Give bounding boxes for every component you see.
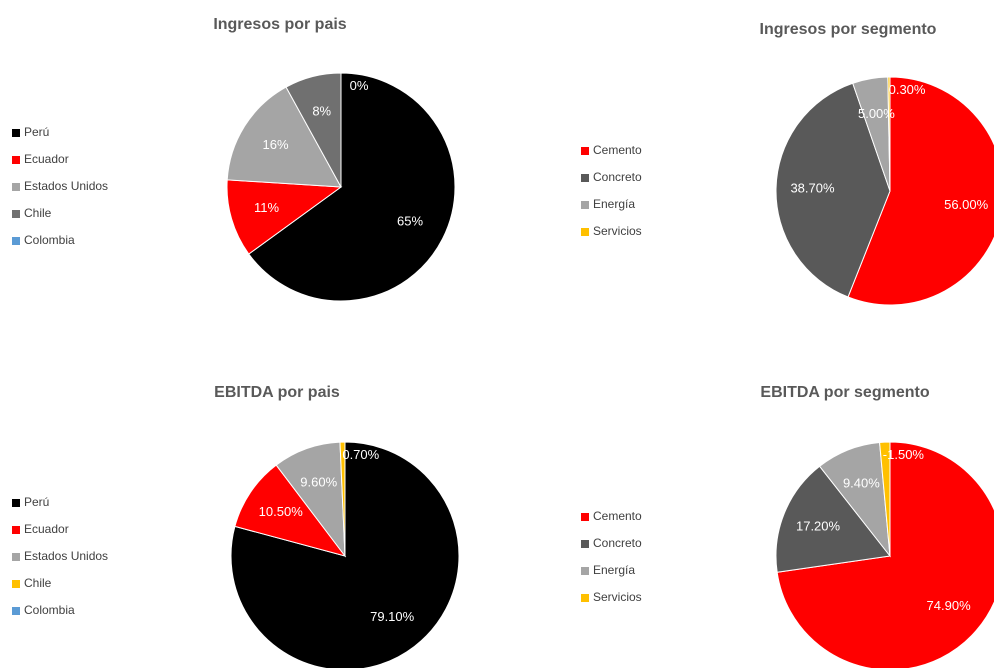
pie-slice [847,76,994,306]
data-label: 9.60% [300,475,337,490]
pie-slice [879,441,891,557]
pie-slice [226,86,342,188]
legend-label: Estados Unidos [24,549,108,563]
legend-label: Servicios [593,590,642,604]
data-label: 74.90% [927,598,972,613]
legend-label: Ecuador [24,152,69,166]
pie-slice [775,82,891,298]
pie-slice [248,72,456,302]
chart-title: EBITDA por segmento [760,384,929,401]
legend-swatch [12,129,20,137]
legend-label: Cemento [593,509,642,523]
pie-slice [234,464,347,557]
legend-swatch [581,147,589,155]
pie-slice [887,76,891,192]
legend-swatch [12,210,20,218]
legend-label: Energía [593,197,635,211]
legend-label: Cemento [593,143,642,157]
legend-swatch [12,553,20,561]
legend-swatch [12,183,20,191]
legend-swatch [12,607,20,615]
legend-label: Estados Unidos [24,179,108,193]
legend-swatch [581,513,589,521]
legend-label: Concreto [593,536,642,550]
data-label: 0.30% [889,82,926,97]
data-label: 9.40% [843,475,880,490]
legend-swatch [581,567,589,575]
data-label: 38.70% [790,181,835,196]
legend-label: Colombia [24,233,75,247]
data-label: 5.00% [858,106,895,121]
pie-slice [285,72,342,188]
legend-label: Ecuador [24,522,69,536]
data-label: 0% [350,78,369,93]
pie-slice [775,465,891,573]
legend-swatch [581,201,589,209]
data-label: 11% [254,200,279,215]
chart-title: Ingresos por segmento [760,21,937,38]
pie-slice [776,441,994,668]
data-label: 79.10% [370,609,415,624]
legend-swatch [581,594,589,602]
legend-swatch [12,526,20,534]
chart-title: EBITDA por pais [214,384,340,401]
data-label: -1.50% [883,447,925,462]
data-label: 0.70% [342,447,379,462]
chart-title: Ingresos por pais [213,16,346,33]
legend-label: Concreto [593,170,642,184]
legend-swatch [581,174,589,182]
legend-label: Energía [593,563,635,577]
data-label: 16% [263,137,289,152]
data-label: 10.50% [259,504,304,519]
legend-swatch [581,228,589,236]
data-label: 17.20% [796,519,841,534]
legend-swatch [581,540,589,548]
pie-slice [339,441,346,557]
legend-label: Perú [24,495,49,509]
data-label: 65% [397,214,423,229]
legend-swatch [12,580,20,588]
pie-slice [226,179,343,255]
legend-label: Chile [24,576,52,590]
legend-label: Colombia [24,603,75,617]
data-label: 8% [312,103,331,118]
legend-swatch [12,156,20,164]
legend-label: Perú [24,125,49,139]
legend-swatch [12,499,20,507]
data-label: 56.00% [944,197,989,212]
legend-label: Servicios [593,224,642,238]
legend-swatch [12,237,20,245]
legend-label: Chile [24,206,52,220]
